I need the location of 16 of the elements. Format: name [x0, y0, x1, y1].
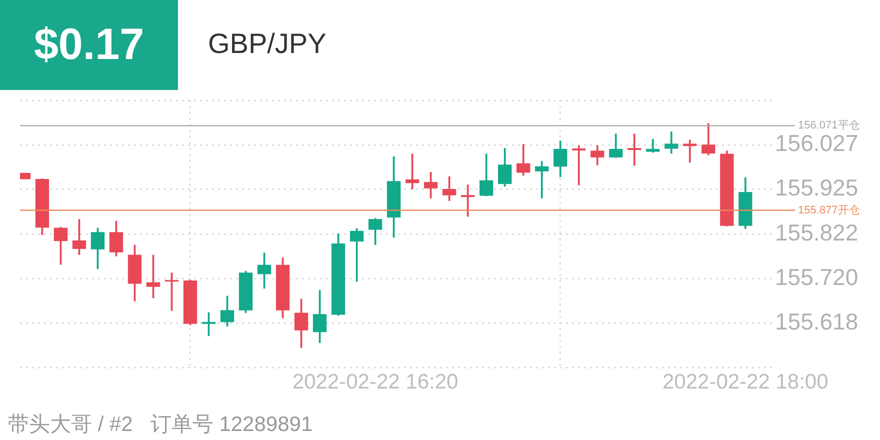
- text: $0.17: [0, 0, 178, 90]
- ref-line-label: 156.071平仓: [798, 120, 860, 132]
- candlestick: [572, 145, 586, 186]
- x-tick-label: 2022-02-22 16:20: [292, 370, 458, 394]
- chart-title: GBP/JPY: [208, 28, 326, 60]
- text: 带头大哥 / #2 订单号 12289891: [8, 412, 313, 438]
- y-tick-label: 155.822: [775, 220, 858, 246]
- y-tick-label: 155.618: [775, 308, 858, 334]
- candlestick: [535, 161, 549, 198]
- candlestick: [683, 140, 697, 163]
- x-tick-label: 2022-02-22 18:00: [662, 370, 828, 394]
- candlestick: [628, 134, 642, 166]
- y-tick-label: 156.027: [775, 130, 858, 156]
- y-tick-label: 155.925: [775, 174, 858, 201]
- y-tick-label: 155.720: [775, 264, 858, 290]
- ref-line-label: 155.877开仓: [798, 204, 860, 216]
